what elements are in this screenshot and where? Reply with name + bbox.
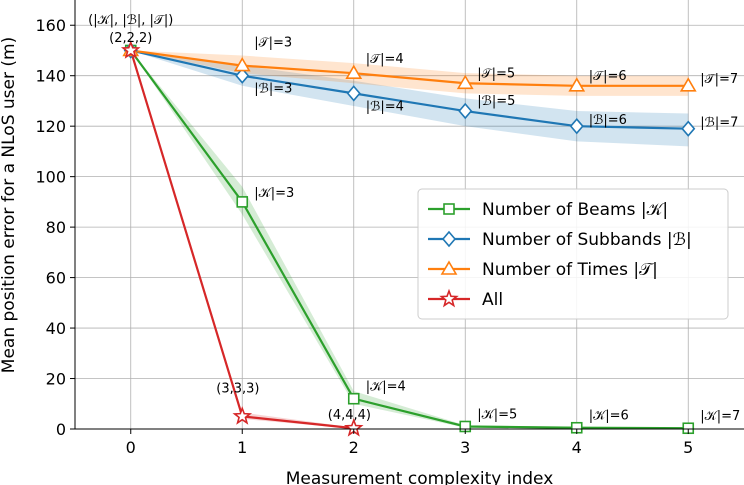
point-label: |𝒯|=6 [589, 69, 627, 84]
y-tick-label: 80 [46, 218, 66, 237]
y-tick-label: 140 [35, 67, 66, 86]
point-label: |ℬ|=4 [366, 99, 404, 114]
all-point [120, 40, 141, 59]
all-point [232, 406, 253, 425]
number-of-times-point [568, 77, 586, 92]
number-of-beams-point [236, 196, 249, 208]
y-tick-label: 20 [46, 370, 66, 389]
number-of-times-point [233, 57, 251, 72]
legend-entry: Number of Subbands |ℬ| [482, 230, 692, 250]
origin-label: (2,2,2) [109, 31, 152, 46]
number-of-subbands-point [458, 102, 473, 120]
legend-entry: Number of Times |𝒯| [482, 260, 658, 280]
number-of-times-line [130, 49, 689, 87]
x-tick-label: 0 [126, 438, 136, 457]
point-label: |𝒯|=7 [700, 72, 738, 87]
point-label: |𝒦|=4 [366, 380, 406, 395]
legend: Number of Beams |𝒦| Number of Subbands |ℬ… [417, 188, 729, 320]
point-label: |𝒯|=4 [366, 52, 404, 67]
y-tick-label: 100 [35, 168, 66, 187]
number-of-times-point [679, 77, 697, 92]
x-ticks: 0 1 2 3 4 5 [126, 429, 693, 457]
x-axis-title: Measurement complexity index [286, 469, 554, 485]
x-tick-label: 3 [460, 438, 470, 457]
x-tick-label: 4 [572, 438, 582, 457]
y-tick-label: 40 [46, 319, 66, 338]
legend-swatch-marker [441, 230, 457, 248]
number-of-times-point [345, 64, 363, 79]
point-label: |𝒦|=6 [589, 409, 629, 424]
number-of-beams-point [347, 392, 360, 405]
y-tick-label: 0 [56, 420, 66, 439]
legend-entry: All [482, 290, 503, 310]
point-annotations: |𝒦|=3 |𝒦|=4 |𝒦|=5 |𝒦|=6 |𝒦|=7 |ℬ|=3 |ℬ|=4 |ℬ|=5… [88, 13, 740, 424]
legend-swatch-marker [443, 203, 455, 215]
point-label: (4,4,4) [328, 408, 371, 423]
point-label: |𝒯|=3 [254, 36, 292, 51]
number-of-subbands-point [681, 120, 696, 137]
number-of-subbands-line [130, 49, 689, 130]
number-of-beams-line [129, 49, 689, 430]
number-of-subbands-point [346, 85, 361, 102]
series-markers [120, 40, 697, 437]
number-of-subbands-point [235, 67, 250, 84]
legend-entry: Number of Beams |𝒦| [482, 200, 668, 220]
y-tick-label: 60 [46, 269, 66, 288]
legend-swatch-marker [440, 260, 458, 275]
point-label: (3,3,3) [216, 381, 259, 396]
point-label: |𝒦|=5 [477, 407, 517, 422]
legend-swatch-marker [439, 288, 459, 308]
origin-label: (|𝒦|, |ℬ|, |𝒯|) [88, 13, 173, 28]
point-label: |𝒦|=7 [700, 409, 740, 424]
point-label: |ℬ|=6 [589, 113, 627, 128]
legend-box [417, 188, 729, 320]
point-label: |ℬ|=5 [477, 94, 515, 109]
point-label: |ℬ|=7 [700, 116, 738, 131]
plot-frame [74, 0, 744, 430]
y-tick-label: 120 [35, 117, 66, 136]
y-axis-title: Mean position error for a NLoS user (m) [0, 37, 19, 373]
x-tick-label: 2 [349, 438, 359, 457]
y-tick-label: 160 [35, 16, 66, 35]
number-of-subbands-point [569, 117, 584, 135]
y-ticks: 0 20 40 60 80 100 120 140 160 [35, 16, 75, 439]
number-of-times-point [456, 74, 474, 90]
point-label: |ℬ|=3 [254, 82, 292, 97]
x-tick-label: 1 [237, 438, 247, 457]
x-tick-label: 5 [683, 438, 693, 457]
point-label: |𝒦|=3 [254, 186, 294, 201]
point-label: |𝒯|=5 [477, 66, 515, 81]
